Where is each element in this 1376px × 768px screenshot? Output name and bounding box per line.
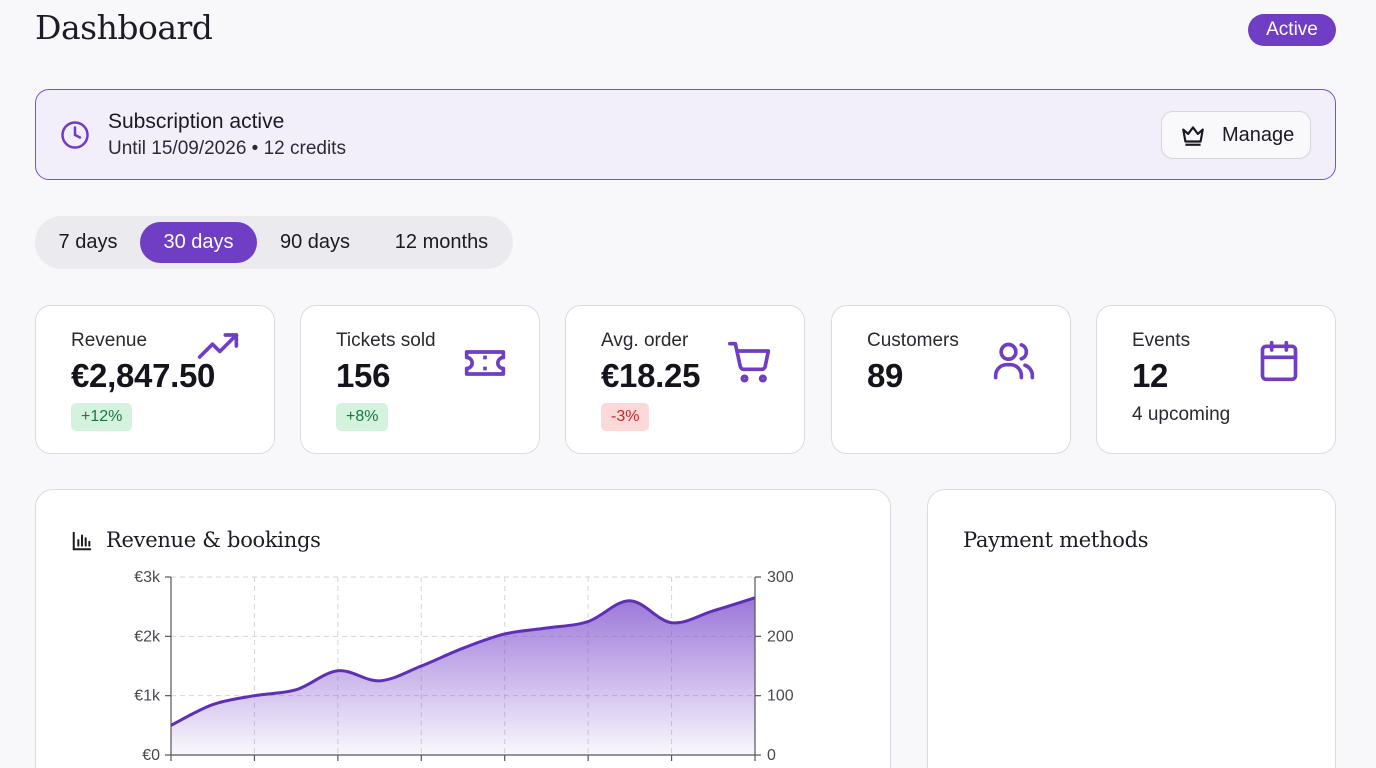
stat-value: 156 xyxy=(336,357,391,394)
revenue-panel: Revenue & bookings €0 €1k €2k €3k 0 100 200 300 xyxy=(35,489,891,768)
tab-7-days[interactable]: 7 days xyxy=(58,231,118,253)
stat-label: Tickets sold xyxy=(336,330,436,351)
stat-subtext: 4 upcoming xyxy=(1132,404,1231,425)
y-tick-label-right: 200 xyxy=(767,628,794,645)
revenue-area xyxy=(171,597,755,755)
trend-badge: -3% xyxy=(601,403,650,431)
tab-90-days[interactable]: 90 days xyxy=(279,231,351,253)
stat-card-avg-order: Avg. order €18.25 -3% xyxy=(565,305,805,454)
stat-value: €18.25 xyxy=(601,357,701,394)
ticket-icon xyxy=(464,350,506,376)
manage-button[interactable]: Manage xyxy=(1161,111,1311,159)
y-tick-label-left: €3k xyxy=(134,569,161,586)
stat-label: Customers xyxy=(867,330,959,351)
payment-methods-title: Payment methods xyxy=(963,528,1149,552)
stat-value: 89 xyxy=(867,357,904,394)
stat-value: 12 xyxy=(1132,357,1169,394)
stat-label: Events xyxy=(1132,330,1191,351)
payment-methods-panel: Payment methods xyxy=(927,489,1336,768)
range-tabs: 7 days 30 days 90 days 12 months xyxy=(35,216,513,269)
trend-badge: +8% xyxy=(336,403,389,431)
revenue-panel-title: Revenue & bookings xyxy=(106,528,321,552)
y-tick-label-right: 300 xyxy=(767,569,794,586)
bar-chart-icon xyxy=(72,531,92,551)
y-tick-label-left: €2k xyxy=(134,628,161,645)
stat-label: Avg. order xyxy=(601,330,689,351)
trend-badge: +12% xyxy=(71,403,133,431)
subscription-banner: Subscription active Until 15/09/2026 • 1… xyxy=(35,89,1336,180)
stat-label: Revenue xyxy=(71,330,148,351)
y-tick-label-right: 0 xyxy=(767,747,776,764)
stat-card-revenue: Revenue €2,847.50 +12% xyxy=(35,305,275,454)
tab-12-months[interactable]: 12 months xyxy=(394,231,489,253)
status-badge: Active xyxy=(1248,14,1336,46)
subscription-detail: Until 15/09/2026 • 12 credits xyxy=(108,138,346,159)
stat-card-tickets: Tickets sold 156 +8% xyxy=(300,305,540,454)
y-tick-label-left: €0 xyxy=(142,747,160,764)
subscription-title: Subscription active xyxy=(108,110,285,133)
calendar-icon xyxy=(1260,340,1298,382)
cart-icon xyxy=(728,341,771,383)
manage-label: Manage xyxy=(1222,123,1295,146)
page-title: Dashboard xyxy=(35,8,213,47)
stat-value: €2,847.50 xyxy=(71,357,216,394)
y-tick-label-right: 100 xyxy=(767,688,794,705)
revenue-chart: €0 €1k €2k €3k 0 100 200 300 xyxy=(134,569,794,764)
tab-30-days[interactable]: 30 days xyxy=(140,222,257,263)
y-tick-label-left: €1k xyxy=(134,688,161,705)
revenue-line xyxy=(170,596,756,727)
stat-card-customers: Customers 89 xyxy=(831,305,1071,454)
users-icon xyxy=(993,342,1035,380)
trending-up-icon xyxy=(197,333,239,359)
crown-icon xyxy=(1182,126,1204,146)
stat-card-events: Events 12 4 upcoming xyxy=(1096,305,1336,454)
clock-icon xyxy=(61,121,89,149)
